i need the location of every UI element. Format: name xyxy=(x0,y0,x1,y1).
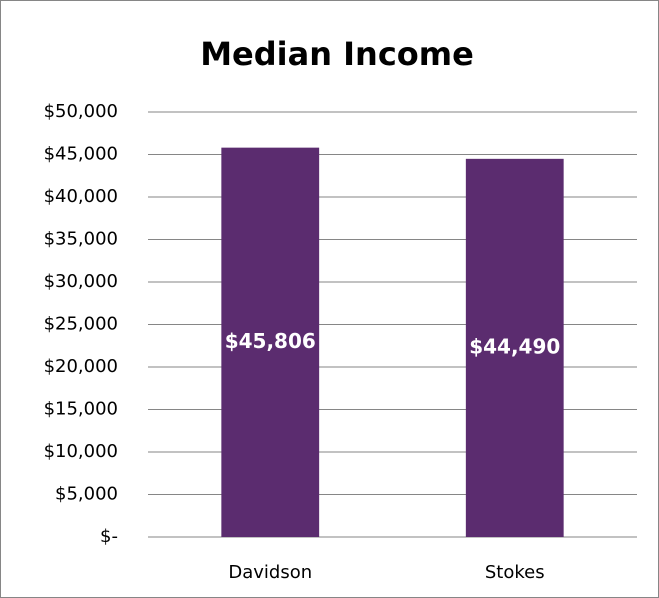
y-tick-label: $25,000 xyxy=(44,314,118,335)
y-tick-label: $15,000 xyxy=(44,399,118,420)
y-tick-label: $10,000 xyxy=(44,441,118,462)
bar xyxy=(465,158,564,537)
data-label: $44,490 xyxy=(469,334,560,358)
y-tick-label: $45,000 xyxy=(44,144,118,165)
y-tick-label: $40,000 xyxy=(44,186,118,207)
x-tick-label: Davidson xyxy=(228,562,312,583)
y-tick-label: $35,000 xyxy=(44,229,118,250)
y-tick-label: $50,000 xyxy=(44,101,118,122)
y-tick-label: $30,000 xyxy=(44,271,118,292)
y-tick-label: $5,000 xyxy=(55,484,118,505)
chart-title: Median Income xyxy=(200,35,474,73)
bar xyxy=(221,147,320,538)
y-tick-label: $- xyxy=(100,526,118,547)
y-tick-label: $20,000 xyxy=(44,356,118,377)
x-tick-label: Stokes xyxy=(485,562,545,583)
data-label: $45,806 xyxy=(225,329,316,353)
